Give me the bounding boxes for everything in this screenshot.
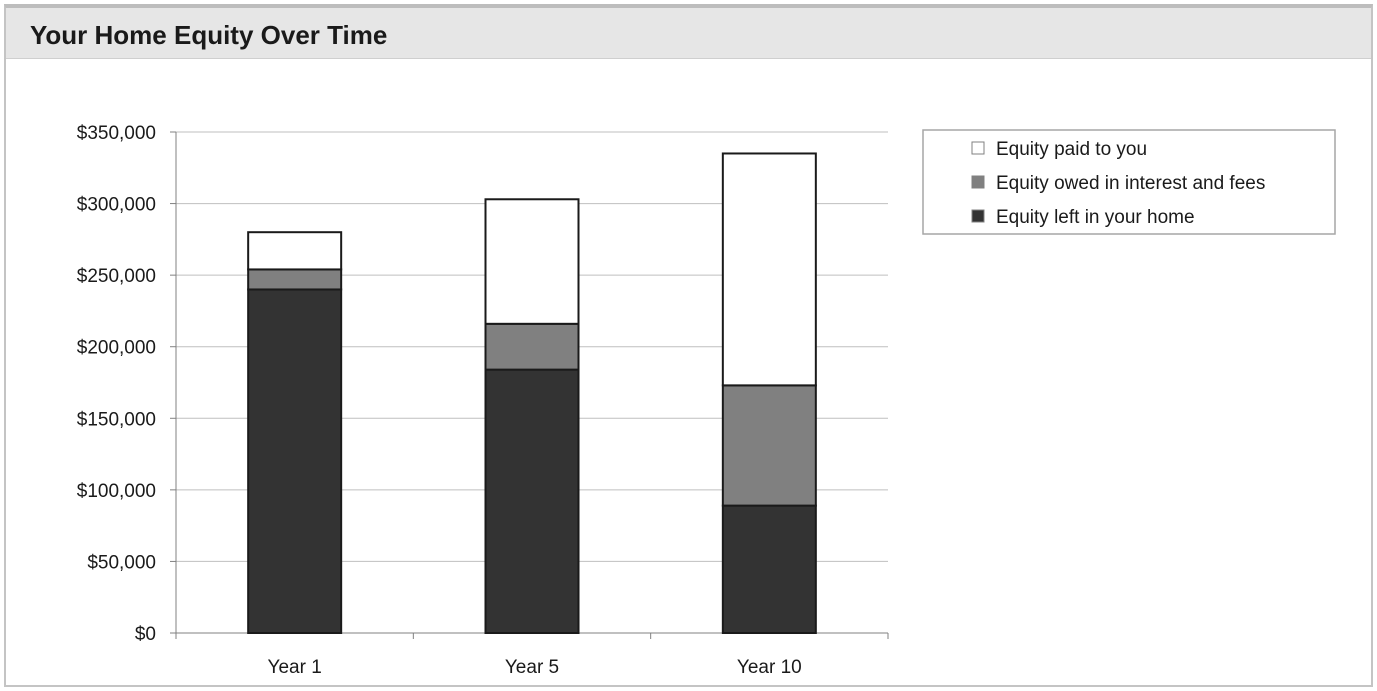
- legend-swatch: [971, 141, 985, 155]
- bar-segment: [484, 198, 580, 325]
- x-tick-label: Year 5: [505, 657, 559, 678]
- y-tick-label: $350,000: [77, 123, 156, 144]
- x-tick-label: Year 1: [268, 657, 322, 678]
- legend-item-label: Equity owed in interest and fees: [996, 173, 1265, 194]
- bar-segment: [484, 368, 580, 634]
- bar-segment: [484, 322, 580, 371]
- chart-panel: Your Home Equity Over Time: [4, 4, 1373, 687]
- bar-segment: [721, 504, 817, 634]
- y-tick-label: $250,000: [77, 266, 156, 287]
- y-tick-label: $50,000: [87, 552, 156, 573]
- legend-item-label: Equity paid to you: [996, 139, 1147, 160]
- y-tick-label: $100,000: [77, 481, 156, 502]
- legend-box: [922, 129, 1336, 235]
- bar-segment: [721, 152, 817, 387]
- legend-swatch: [971, 175, 985, 189]
- bar-segment: [247, 231, 343, 271]
- page-title: Your Home Equity Over Time: [30, 20, 388, 50]
- legend-item-label: Equity left in your home: [996, 207, 1195, 228]
- y-tick-label: $150,000: [77, 409, 156, 430]
- legend-swatch: [971, 209, 985, 223]
- title-bar: Your Home Equity Over Time: [6, 8, 1371, 59]
- y-tick-label: $0: [135, 624, 156, 645]
- bar-segment: [247, 268, 343, 291]
- bar-segment: [247, 288, 343, 634]
- y-tick-label: $200,000: [77, 338, 156, 359]
- bar-segment: [721, 384, 817, 507]
- y-tick-label: $300,000: [77, 195, 156, 216]
- x-tick-label: Year 10: [737, 657, 802, 678]
